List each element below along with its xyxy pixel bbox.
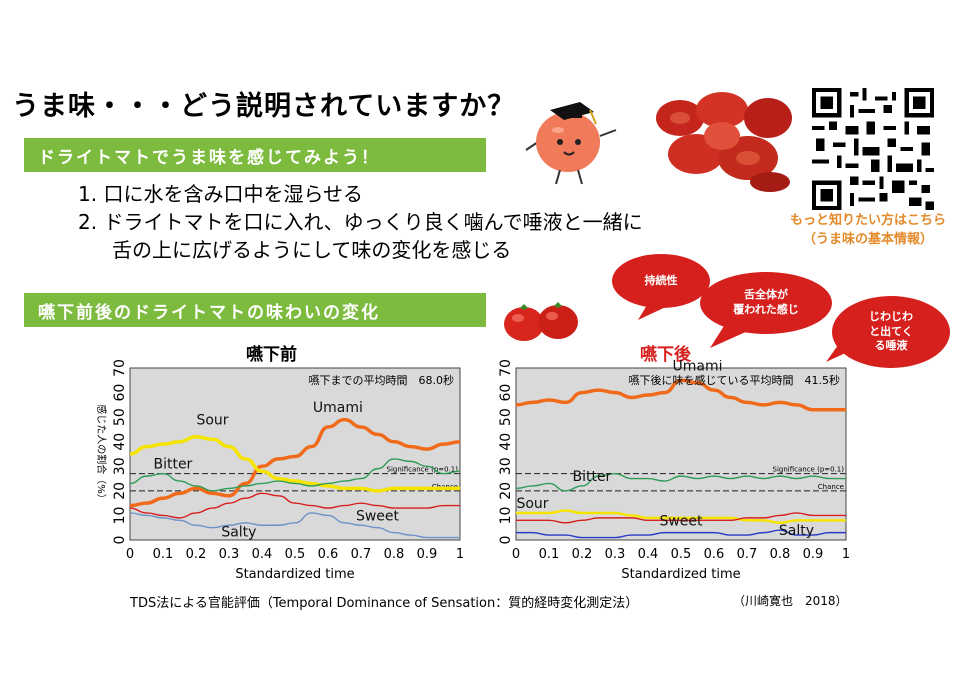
x-tick-label: 0.3: [605, 547, 626, 562]
series-label-sour: Sour: [196, 413, 228, 429]
section-heading-tasting: ドライトマトでうま味を感じてみよう！: [24, 138, 486, 172]
significance-label: Significance (p=0.1): [773, 466, 845, 474]
x-tick-label: 0.4: [638, 547, 659, 562]
x-tick-label: 0: [126, 547, 134, 562]
series-label-salty: Salty: [221, 524, 256, 540]
x-tick-label: 0.6: [318, 547, 339, 562]
series-line-salty: [516, 529, 846, 539]
chart-subtitle: 嚥下までの平均時間 68.0秒: [309, 373, 455, 387]
tomato-mascot-illustration: [525, 102, 617, 185]
y-axis-label: 感じた人の割合（%）: [95, 404, 108, 504]
series-line-salty: [129, 512, 460, 539]
y-tick-label: 0: [112, 536, 128, 545]
footer-reference: （川崎寛也 2018）: [733, 594, 848, 608]
series-label-sour: Sour: [516, 496, 548, 512]
series-line-umami: [515, 378, 846, 412]
y-tick-label: 60: [112, 384, 128, 402]
x-tick-label: 0.4: [252, 547, 273, 562]
series-line-sweet: [129, 492, 460, 519]
y-tick-label: 50: [112, 408, 128, 426]
page-title: うま味・・・どう説明されていますか？: [12, 91, 516, 122]
series-label-salty: Salty: [779, 523, 814, 539]
significance-label: Significance (p=0.1): [387, 466, 459, 474]
chart-title-after-swallow: 嚥下後: [640, 345, 691, 365]
y-tick-label: 70: [498, 360, 514, 377]
y-tick-label: 30: [112, 457, 128, 475]
x-tick-label: 0.5: [671, 547, 692, 562]
y-tick-label: 20: [112, 482, 128, 500]
series-line-bitter: [129, 458, 461, 492]
speech-bubble-saliva: じわじわ と出てく る唾液: [832, 296, 950, 368]
tds-chart-after-swallow: 0 10 20 30 40 50 60 70 0 0.1 0.2 0.3 0.4 0.5 0.6 0.7 0.8…: [498, 360, 850, 582]
y-tick-label: 50: [498, 408, 514, 426]
x-tick-label: 0.8: [384, 547, 405, 562]
qr-subcaption: （うま味の基本情報）: [802, 232, 933, 247]
dried-tomato-photo: [650, 88, 798, 196]
x-tick-label: 1: [456, 547, 464, 562]
x-tick-label: 0: [512, 547, 520, 562]
instruction-step-1: 1. 口に水を含み口中を湿らせる: [78, 182, 364, 206]
series-line-umami: [129, 417, 461, 508]
x-tick-label: 0.3: [219, 547, 240, 562]
chart-title-before-swallow: 嚥下前: [246, 345, 297, 365]
x-tick-label: 0.6: [704, 547, 725, 562]
series-line-bitter: [515, 472, 846, 492]
x-tick-label: 0.1: [153, 547, 174, 562]
series-label-bitter: Bitter: [153, 457, 192, 473]
instruction-step-2-continued: 舌の上に広げるようにして味の変化を感じる: [112, 238, 512, 262]
x-tick-label: 0.7: [737, 547, 758, 562]
chart-subtitle: 嚥下後に味を感じている平均時間 41.5秒: [629, 373, 841, 387]
x-tick-label: 0.1: [539, 547, 560, 562]
section-heading-taste-change: 嚥下前後のドライトマトの味わいの変化: [24, 293, 486, 327]
speech-bubble-persistence: 持続性: [612, 254, 710, 308]
series-label-umami: Umami: [673, 360, 723, 374]
y-tick-label: 30: [498, 457, 514, 475]
x-tick-label: 0.7: [351, 547, 372, 562]
plot-area: [129, 367, 461, 541]
footer-caption: TDS法による官能評価（Temporal Dominance of Sensat…: [130, 596, 639, 611]
fresh-tomato-photo: [504, 302, 578, 341]
x-tick-label: 0.8: [770, 547, 791, 562]
y-tick-label: 10: [498, 507, 514, 525]
y-tick-label: 10: [112, 507, 128, 525]
series-label-sweet: Sweet: [356, 508, 400, 524]
qr-code[interactable]: [812, 88, 934, 210]
series-line-sour: [129, 435, 460, 493]
speech-bubble-tongue-coverage: 舌全体が 覆われた感じ: [700, 272, 832, 334]
x-axis-label: Standardized time: [621, 567, 740, 582]
y-tick-label: 20: [498, 482, 514, 500]
y-tick-label: 40: [498, 433, 514, 451]
x-tick-label: 0.9: [417, 547, 438, 562]
qr-caption: もっと知りたい方はこちら: [789, 213, 946, 228]
x-tick-label: 0.5: [285, 547, 306, 562]
y-tick-label: 0: [498, 536, 514, 545]
x-tick-label: 1: [842, 547, 850, 562]
y-tick-label: 70: [112, 360, 128, 377]
x-tick-label: 0.9: [803, 547, 824, 562]
x-tick-label: 0.2: [186, 547, 207, 562]
x-tick-label: 0.2: [572, 547, 593, 562]
series-label-umami: Umami: [313, 400, 363, 416]
series-label-bitter: Bitter: [572, 469, 611, 485]
instruction-step-2: 2. ドライトマトを口に入れ、ゆっくり良く噛んで唾液と一緒に: [78, 210, 643, 234]
series-label-sweet: Sweet: [659, 513, 703, 529]
chance-label: Chance: [818, 483, 844, 491]
x-axis-label: Standardized time: [235, 567, 354, 582]
tds-chart-before-swallow: 0 10 20 30 40 50 60 70 0 0.1 0.2 0.3 0.4 0.5 0.6 0.7 0.8…: [95, 360, 464, 582]
series-line-sweet: [516, 512, 846, 524]
y-tick-label: 60: [498, 384, 514, 402]
y-tick-label: 40: [112, 433, 128, 451]
series-line-sour: [515, 509, 846, 525]
